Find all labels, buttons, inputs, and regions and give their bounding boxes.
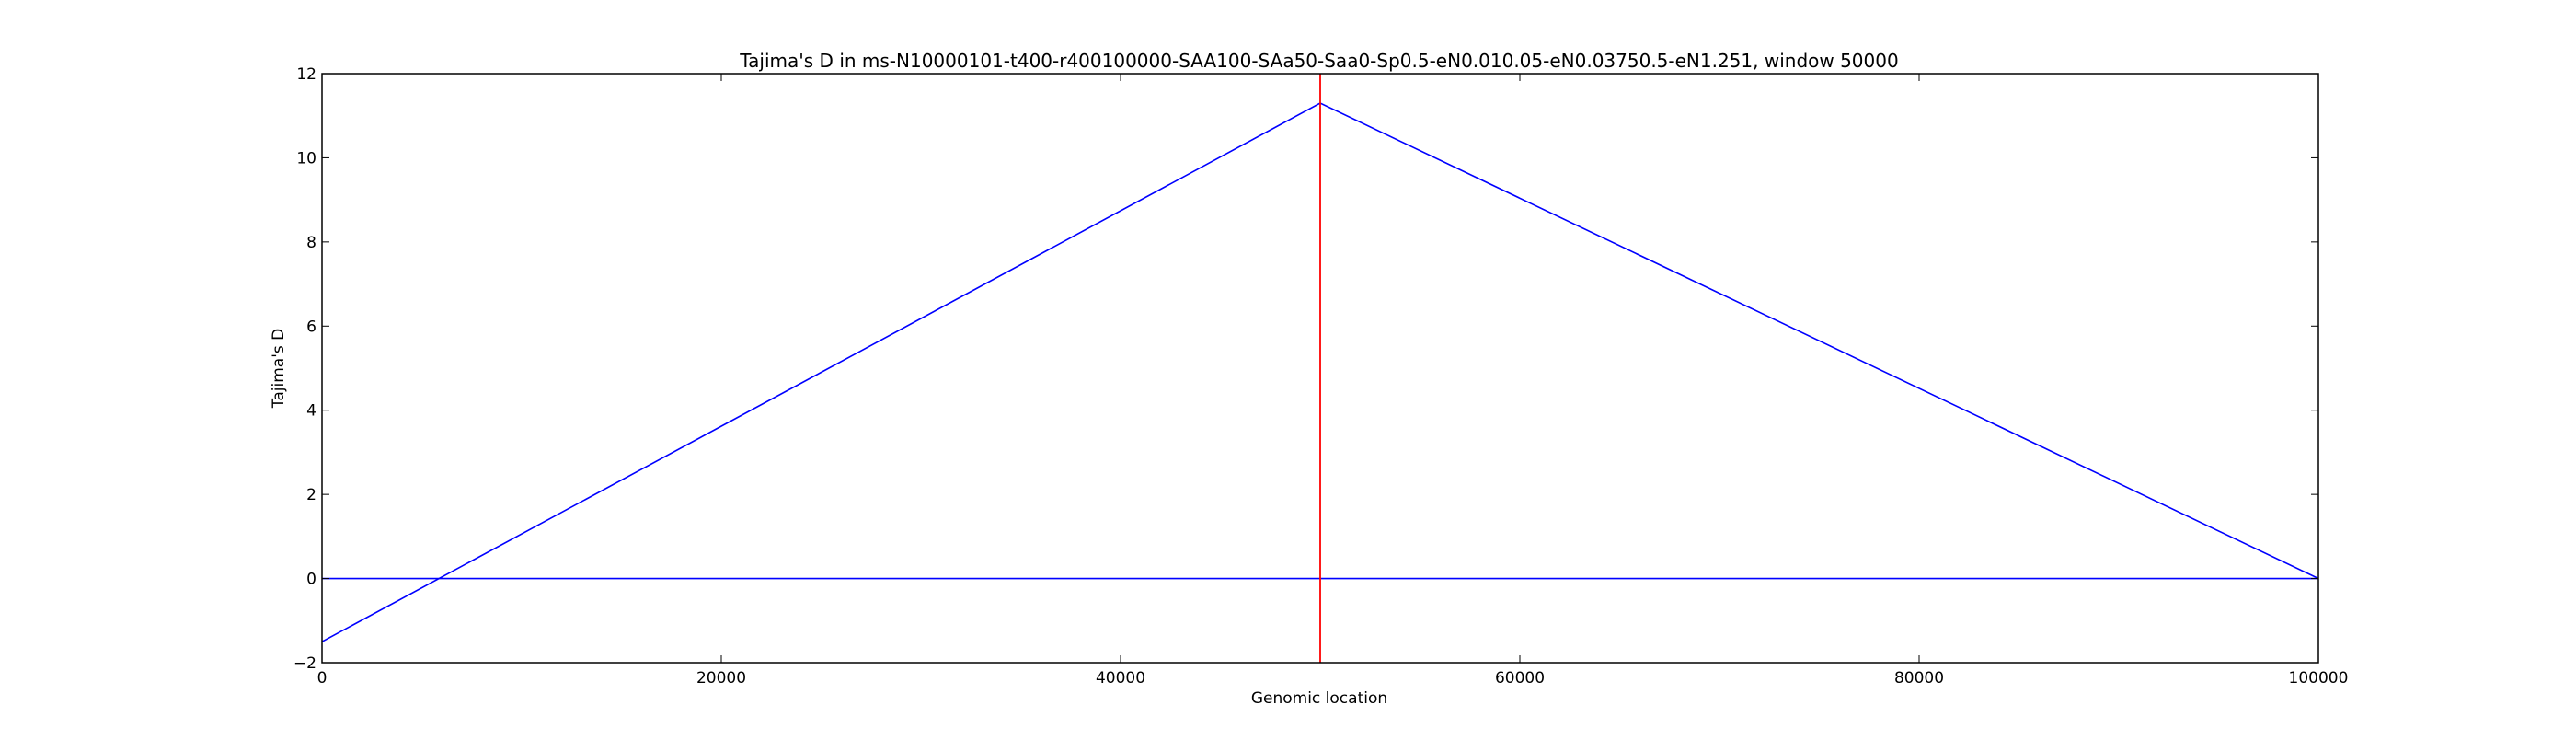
x-tick-label: 0 (317, 669, 328, 688)
x-tick-label: 40000 (1096, 669, 1145, 688)
x-tick-label: 20000 (696, 669, 746, 688)
y-axis-label: Tajima's D (270, 329, 288, 409)
y-tick-label: 2 (306, 486, 316, 504)
y-tick-label: 12 (296, 65, 316, 84)
y-tick-label: 10 (296, 149, 316, 168)
y-tick-label: −2 (293, 654, 316, 673)
y-tick-label: 8 (306, 234, 316, 252)
x-tick-label: 100000 (2289, 669, 2349, 688)
plot-frame (321, 73, 2319, 664)
y-tick-label: 6 (306, 318, 316, 336)
data-layer (322, 74, 2318, 663)
y-tick-label: 0 (306, 571, 316, 589)
x-tick-label: 60000 (1495, 669, 1545, 688)
y-tick-label: 4 (306, 402, 316, 421)
x-axis-label: Genomic location (1251, 689, 1387, 708)
chart-title: Tajima's D in ms-N10000101-t400-r4001000… (739, 50, 1898, 72)
x-tick-label: 80000 (1894, 669, 1944, 688)
